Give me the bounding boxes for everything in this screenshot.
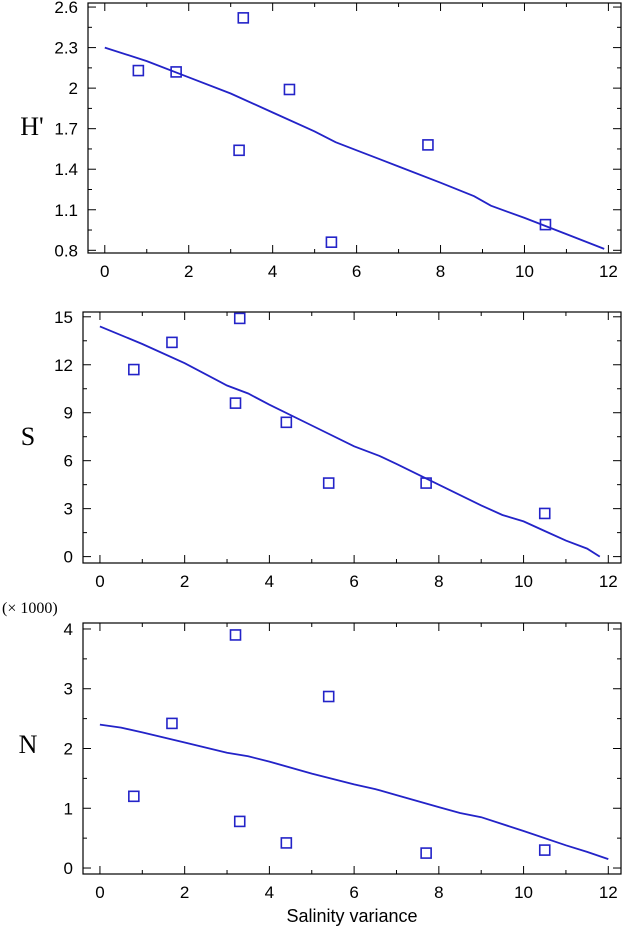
y-tick-label: 6 — [64, 452, 73, 471]
x-tick-label: 2 — [184, 262, 193, 281]
regression-line — [99, 723, 609, 860]
x-tick-label: 4 — [268, 262, 277, 281]
x-tick-label: 12 — [599, 262, 618, 281]
data-point — [166, 336, 178, 349]
y-tick-label: 12 — [54, 356, 73, 375]
x-tick-label: 6 — [349, 572, 358, 591]
data-point — [132, 64, 145, 77]
data-point — [420, 847, 432, 859]
data-point — [229, 397, 242, 409]
x-tick-label: 2 — [180, 572, 189, 591]
y-tick-label: 2 — [69, 79, 78, 98]
y-tick-label: 15 — [54, 308, 73, 327]
y-tick-label: 2.6 — [54, 0, 78, 17]
x-tick-label: 10 — [514, 883, 533, 902]
data-point — [166, 717, 178, 730]
x-tick-label: 0 — [100, 262, 109, 281]
y-tick-label: 0 — [64, 548, 73, 567]
regression-line — [99, 325, 601, 558]
chart-panel-2: 0 2 4 6 8 10 12 0 3 6 9 12 15 S — [21, 308, 622, 591]
y-axis-label: N — [19, 730, 38, 759]
data-point — [170, 66, 182, 78]
x-tick-label: 8 — [434, 572, 443, 591]
y-tick-label: 9 — [64, 404, 73, 423]
data-point — [233, 815, 246, 828]
x-tick-label: 6 — [352, 262, 361, 281]
x-tick-label: 8 — [436, 262, 445, 281]
y-multiplier-label: (× 1000) — [2, 600, 58, 617]
x-tick-label: 10 — [514, 572, 533, 591]
data-point — [128, 790, 140, 803]
x-tick-label: 8 — [434, 883, 443, 902]
x-tick-label: 12 — [599, 572, 618, 591]
plot-frame — [87, 2, 622, 254]
y-tick-label: 3 — [64, 500, 73, 519]
y-tick-label: 2 — [64, 740, 73, 759]
y-tick-label: 2.3 — [54, 39, 78, 58]
x-tick-label: 12 — [599, 883, 618, 902]
y-tick-label: 1.1 — [54, 201, 78, 220]
y-tick-label: 0 — [64, 859, 73, 878]
y-tick-label: 4 — [64, 620, 73, 639]
y-axis-label: H' — [20, 112, 43, 141]
x-tick-label: 0 — [95, 883, 104, 902]
data-point — [538, 507, 551, 520]
x-tick-label: 4 — [265, 883, 274, 902]
x-tick-label: 0 — [95, 572, 104, 591]
y-tick-label: 1.4 — [54, 160, 78, 179]
y-tick-label: 0.8 — [54, 241, 78, 260]
data-point — [539, 218, 552, 231]
x-tick-label: 4 — [265, 572, 274, 591]
data-point — [322, 690, 335, 703]
data-point — [280, 416, 293, 429]
x-tick-label: 10 — [515, 262, 534, 281]
y-tick-label: 1 — [64, 799, 73, 818]
plot-frame — [82, 311, 622, 564]
y-tick-label: 1.7 — [54, 120, 78, 139]
data-point — [322, 477, 335, 489]
data-point — [229, 629, 242, 641]
data-point — [283, 83, 296, 96]
data-point — [325, 236, 338, 248]
data-point — [233, 144, 245, 157]
data-point — [420, 477, 432, 489]
regression-line — [104, 46, 605, 250]
y-tick-label: 3 — [64, 680, 73, 699]
x-axis-label: Salinity variance — [286, 906, 417, 926]
x-tick-label: 2 — [180, 883, 189, 902]
chart-panel-1: 0 2 4 6 8 10 12 0.8 1.1 1.4 1.7 2 2.3 2.6 H' — [20, 0, 622, 281]
data-point — [422, 139, 434, 151]
data-point — [538, 844, 551, 856]
data-point — [128, 363, 140, 376]
data-point — [280, 837, 293, 849]
x-tick-label: 6 — [349, 883, 358, 902]
data-point — [237, 12, 250, 24]
data-point — [233, 312, 246, 325]
y-axis-label: S — [21, 422, 35, 451]
